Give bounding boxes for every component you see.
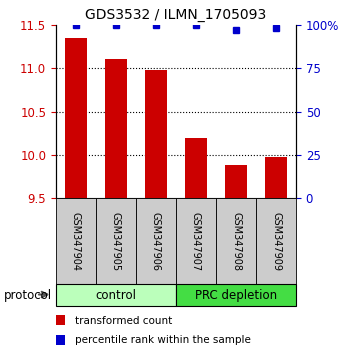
Bar (65, 38, 87, 198)
Text: GSM347904: GSM347904 (71, 212, 81, 271)
Bar (105, 59, 127, 198)
Bar (56, 335, 65, 345)
Bar (225, 165, 247, 198)
Bar (136, 198, 176, 285)
Bar (216, 198, 256, 285)
Bar (56, 284, 176, 306)
Bar (185, 138, 207, 198)
Bar (256, 198, 296, 285)
Text: PRC depletion: PRC depletion (195, 289, 277, 302)
Text: protocol: protocol (4, 289, 52, 302)
Bar (265, 156, 287, 198)
Bar (145, 70, 167, 198)
Text: GSM347905: GSM347905 (111, 212, 121, 271)
Bar (96, 198, 136, 285)
Text: transformed count: transformed count (75, 316, 173, 326)
Text: GSM347909: GSM347909 (271, 212, 281, 271)
Title: GDS3532 / ILMN_1705093: GDS3532 / ILMN_1705093 (85, 8, 267, 22)
Bar (176, 198, 216, 285)
Bar (56, 198, 96, 285)
Text: GSM347908: GSM347908 (231, 212, 241, 271)
Text: GSM347907: GSM347907 (191, 212, 201, 271)
Bar (56, 315, 65, 325)
Text: control: control (95, 289, 136, 302)
Text: GSM347906: GSM347906 (151, 212, 161, 271)
Bar (176, 284, 296, 306)
Text: percentile rank within the sample: percentile rank within the sample (75, 335, 251, 345)
